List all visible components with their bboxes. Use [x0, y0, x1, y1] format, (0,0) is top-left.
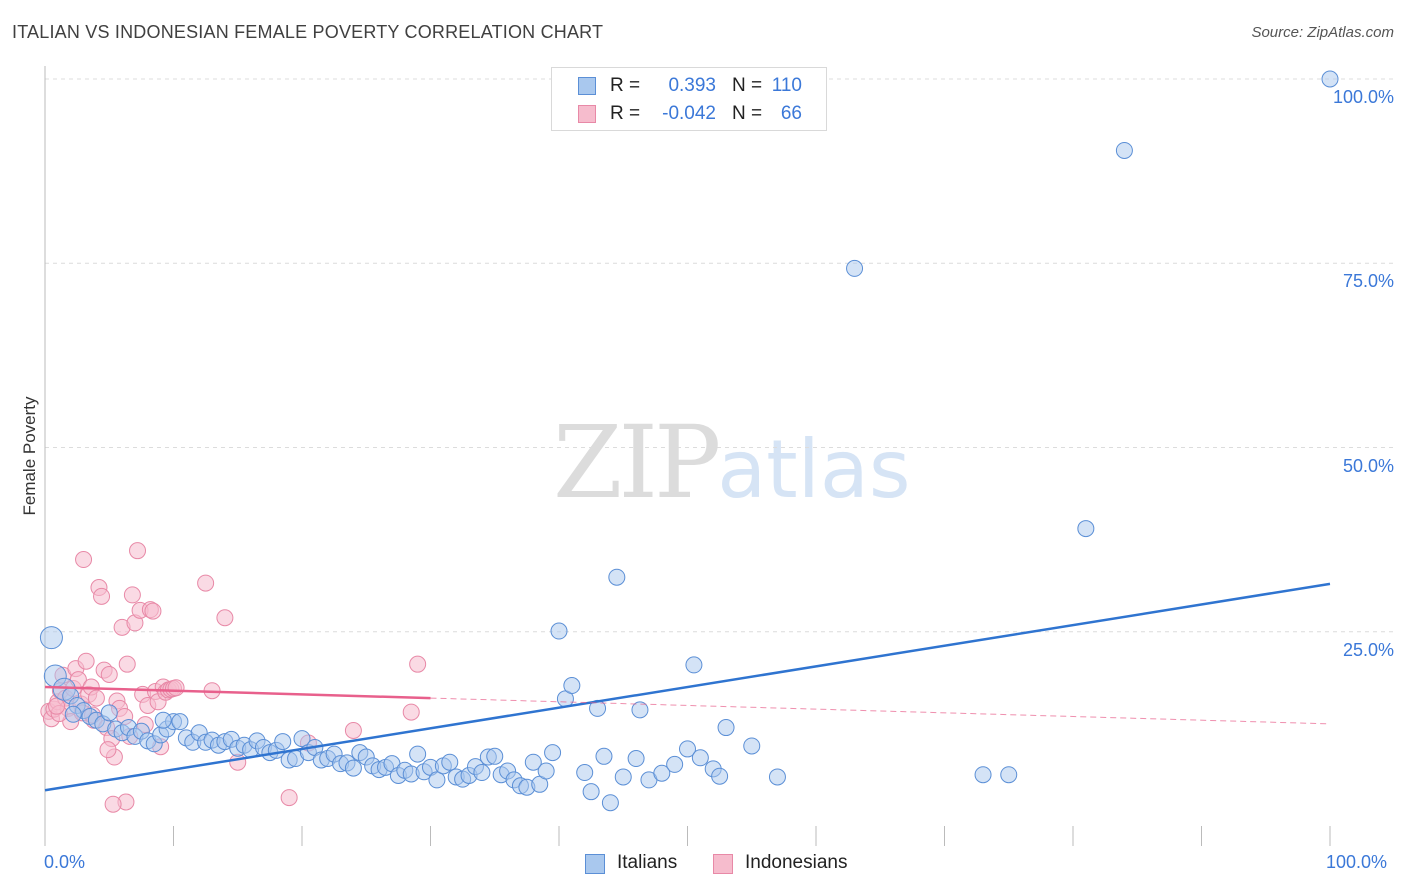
y-axis-label: Female Poverty: [20, 396, 39, 516]
italians-point: [1000, 766, 1018, 784]
indonesians-point: [144, 602, 162, 620]
italians-point: [576, 764, 594, 782]
source-label: Source: ZipAtlas.com: [1251, 24, 1394, 41]
italians-point: [39, 626, 63, 650]
y-tick-label: 25.0%: [1342, 639, 1394, 660]
x-tick-label-max: 100.0%: [1326, 852, 1388, 872]
y-tick-label: 75.0%: [1342, 271, 1394, 292]
indonesians-point: [100, 665, 118, 683]
italians-point: [1115, 141, 1133, 159]
x-tick-label-min: 0.0%: [44, 852, 86, 872]
indonesians-point: [197, 574, 215, 592]
italians-swatch-icon: [578, 77, 596, 95]
italians-point: [717, 719, 735, 737]
italians-point: [666, 755, 684, 773]
italians-point: [974, 766, 992, 784]
italians-point: [711, 767, 729, 785]
indonesians-point: [104, 795, 122, 813]
indonesians-point: [167, 679, 185, 697]
italians-point: [344, 759, 362, 777]
indonesians-trend-extension: [430, 697, 1331, 725]
indonesians-swatch-icon: [578, 105, 596, 123]
italians-point: [441, 753, 459, 771]
italians-point: [1321, 70, 1339, 88]
italians-point: [171, 713, 189, 731]
indonesians-point: [99, 741, 117, 759]
italians-point: [274, 733, 292, 751]
italians-legend-swatch-icon: [585, 854, 605, 874]
indonesians-point: [123, 586, 141, 604]
indonesians-point: [87, 689, 105, 707]
italians-point: [563, 677, 581, 695]
indonesians-trend-line: [44, 685, 431, 700]
italians-point: [64, 705, 82, 723]
y-tick-label: 100.0%: [1332, 87, 1394, 107]
italians-point: [608, 568, 626, 586]
indonesians-point: [280, 789, 298, 807]
italians-point: [601, 794, 619, 812]
italians-point: [679, 740, 696, 758]
italians-point: [1077, 520, 1095, 538]
italians-point: [582, 783, 600, 801]
correlation-legend: R = 0.393 N = 110 R = -0.042 N = 66: [551, 67, 827, 131]
indonesians-r-value: -0.042: [662, 103, 716, 124]
italians-n-label: N =: [732, 75, 763, 96]
indonesians-point: [216, 609, 234, 627]
indonesians-n-value: 66: [780, 103, 802, 124]
indonesians-point: [75, 551, 93, 569]
italians-point: [409, 745, 427, 763]
indonesians-legend-swatch-icon: [713, 854, 733, 874]
italians-r-label: R =: [610, 75, 641, 96]
italians-n-value: 110: [771, 75, 802, 96]
italians-point: [653, 764, 671, 782]
italians-point: [768, 768, 786, 786]
italians-point: [595, 747, 613, 765]
indonesians-point: [402, 703, 420, 721]
italians-point: [473, 764, 491, 782]
indonesians-n-label: N =: [732, 103, 763, 124]
y-tick-label: 50.0%: [1342, 455, 1394, 476]
italians-r-value: 0.393: [668, 75, 716, 96]
italians-point: [550, 622, 568, 640]
indonesians-r-label: R =: [610, 103, 641, 124]
italians-point: [537, 762, 555, 780]
indonesians-point: [93, 587, 111, 605]
italians-point: [428, 771, 446, 789]
italians-point: [100, 704, 118, 722]
italians-point: [685, 656, 703, 674]
italians-point: [486, 747, 504, 765]
legend-row-italians: R = 0.393 N = 110: [552, 72, 826, 100]
italians-trend-line: [44, 582, 1331, 792]
indonesians-legend-label: Indonesians: [745, 852, 848, 873]
italians-point: [544, 744, 562, 762]
italians-point: [846, 259, 864, 277]
italians-point: [614, 768, 632, 786]
italians-legend-label: Italians: [617, 852, 678, 873]
italians-point: [631, 701, 649, 719]
chart-title: ITALIAN VS INDONESIAN FEMALE POVERTY COR…: [12, 22, 604, 42]
italians-point: [691, 749, 709, 767]
indonesians-point: [344, 722, 362, 740]
italians-point: [154, 711, 172, 729]
italians-point: [293, 730, 311, 748]
indonesians-point: [118, 655, 136, 673]
italians-point: [743, 737, 761, 755]
italians-point: [627, 750, 645, 768]
indonesians-point: [409, 655, 427, 673]
indonesians-point: [129, 542, 147, 560]
indonesians-point: [48, 697, 66, 715]
italians-point: [524, 753, 542, 771]
legend-row-indonesians: R = -0.042 N = 66: [552, 100, 826, 128]
indonesians-point: [77, 652, 95, 670]
